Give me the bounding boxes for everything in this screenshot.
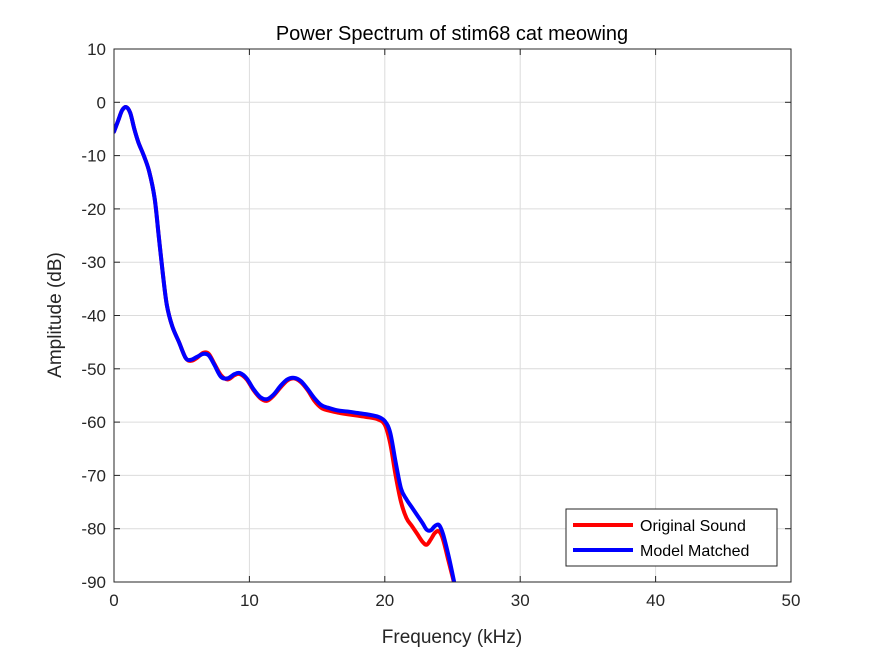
y-tick-label: -40 xyxy=(81,307,106,326)
x-tick-label: 20 xyxy=(375,591,394,610)
y-tick-label: -90 xyxy=(81,573,106,592)
x-tick-label: 0 xyxy=(109,591,118,610)
y-axis-label: Amplitude (dB) xyxy=(45,252,66,378)
y-tick-label: -80 xyxy=(81,520,106,539)
x-tick-label: 30 xyxy=(511,591,530,610)
y-tick-label: -20 xyxy=(81,200,106,219)
legend-label-original: Original Sound xyxy=(640,518,746,535)
axis-ticks: 0 10 20 30 40 50 10 0 -10 -20 -30 -40 -50 -60 -70 -80 -9… xyxy=(81,40,800,610)
series-line-model-matched xyxy=(114,105,457,582)
y-tick-label: -60 xyxy=(81,413,106,432)
y-tick-label: 10 xyxy=(87,40,106,59)
y-tick-label: -70 xyxy=(81,466,106,485)
x-tick-label: 40 xyxy=(646,591,665,610)
x-axis-label: Frequency (kHz) xyxy=(382,627,522,648)
legend-box xyxy=(565,508,778,567)
y-tick-label: -30 xyxy=(81,253,106,272)
y-tick-label: -10 xyxy=(81,147,106,166)
series-lines xyxy=(114,105,457,582)
x-tick-label: 10 xyxy=(240,591,259,610)
y-tick-label: -50 xyxy=(81,360,106,379)
legend: Original Sound Model Matched xyxy=(565,508,778,567)
grid xyxy=(114,49,791,582)
chart-title: Power Spectrum of stim68 cat meowing xyxy=(276,23,628,45)
x-tick-label: 50 xyxy=(782,591,801,610)
y-tick-label: 0 xyxy=(97,93,106,112)
legend-label-model: Model Matched xyxy=(640,543,749,560)
